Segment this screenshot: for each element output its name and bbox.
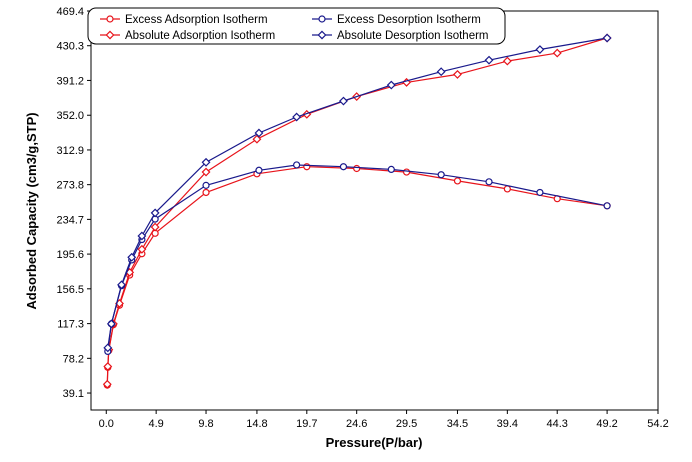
absolute-adsorption-isotherm-point: [552, 48, 562, 58]
x-tick-label: 0.0: [99, 418, 114, 430]
excess-desorption-isotherm-point: [485, 178, 493, 186]
legend-box: [87, 7, 506, 45]
absolute-adsorption-isotherm-point: [252, 134, 262, 144]
excess-desorption-isotherm-point: [293, 161, 301, 169]
excess-adsorption-isotherm-point: [503, 185, 511, 193]
absolute-desorption-isotherm-point: [103, 343, 113, 353]
y-tick-label: 156.5: [56, 284, 84, 296]
y-tick-label: 352.0: [56, 110, 84, 122]
absolute-adsorption-isotherm-point: [502, 56, 512, 66]
plot-area: [90, 10, 659, 411]
legend-excess-adsorption-isotherm-label: Excess Adsorption Isotherm: [125, 14, 268, 26]
y-tick-label: 430.3: [56, 41, 84, 53]
x-tick-label: 29.5: [396, 418, 417, 430]
excess-desorption-isotherm-point: [202, 181, 210, 189]
y-axis-title: Adsorbed Capacity (cm3/g,STP): [24, 112, 39, 309]
absolute-desorption-isotherm-point: [386, 80, 396, 90]
legend-absolute-desorption-isotherm-label: Absolute Desorption Isotherm: [337, 30, 489, 42]
excess-desorption-isotherm-point: [603, 202, 611, 210]
y-tick-label: 234.7: [56, 214, 84, 226]
excess-desorption-isotherm-point: [339, 163, 348, 171]
x-tick-label: 19.7: [296, 418, 317, 430]
absolute-desorption-isotherm-point: [484, 55, 494, 65]
absolute-desorption-isotherm-point: [535, 45, 545, 54]
absolute-desorption-isotherm-point: [127, 252, 137, 262]
y-tick-label: 312.9: [56, 145, 84, 157]
legend-absolute-adsorption-isotherm-label: Absolute Adsorption Isotherm: [125, 30, 275, 42]
x-tick-label: 44.3: [547, 418, 568, 430]
excess-adsorption-isotherm-point: [303, 163, 311, 171]
legend: Excess Adsorption Isotherm Absolute Adsor…: [87, 7, 506, 45]
excess-desorption-isotherm-point: [387, 165, 395, 173]
absolute-desorption-isotherm-point: [201, 157, 211, 167]
x-tick-label: 24.6: [346, 418, 367, 430]
absolute-desorption-isotherm-series: [103, 33, 612, 353]
x-tick-label: 49.2: [596, 418, 617, 430]
y-tick-label: 273.8: [56, 180, 84, 192]
absolute-desorption-isotherm-point: [254, 128, 264, 138]
absolute-desorption-isotherm-point: [292, 112, 302, 122]
excess-adsorption-isotherm-point: [353, 164, 361, 173]
x-axis-title: Pressure(P/bar): [326, 435, 423, 450]
absolute-desorption-isotherm-point: [150, 208, 160, 218]
legend-excess-desorption-isotherm-point: [318, 15, 326, 23]
y-tick-label: 39.1: [63, 388, 84, 400]
absolute-desorption-isotherm-point: [602, 33, 612, 43]
legend-absolute-desorption-isotherm-point: [317, 30, 327, 40]
absolute-adsorption-isotherm-point: [137, 244, 147, 254]
x-tick-label: 54.2: [647, 418, 668, 430]
absolute-desorption-isotherm-point: [117, 280, 126, 290]
x-tick-label: 14.8: [246, 418, 267, 430]
absolute-adsorption-isotherm-point: [453, 69, 462, 79]
x-tick-label: 39.4: [497, 418, 518, 430]
legend-absolute-adsorption-isotherm-point: [105, 30, 115, 40]
excess-adsorption-isotherm-point: [453, 177, 462, 185]
y-tick-label: 469.4: [56, 6, 84, 18]
absolute-desorption-isotherm-point: [106, 319, 116, 329]
y-tick-label: 78.2: [63, 353, 84, 365]
excess-adsorption-isotherm-point: [202, 188, 210, 197]
excess-desorption-isotherm-point: [536, 188, 544, 197]
excess-adsorption-isotherm-point: [402, 168, 411, 176]
y-tick-label: 391.2: [56, 75, 84, 87]
x-tick-label: 4.9: [149, 418, 164, 430]
absolute-desorption-isotherm-point: [436, 67, 446, 77]
absolute-adsorption-isotherm-point: [201, 167, 211, 177]
absolute-desorption-isotherm-point: [137, 231, 147, 241]
x-tick-label: 34.5: [447, 418, 468, 430]
absolute-desorption-isotherm-point: [339, 96, 348, 106]
x-tick-label: 9.8: [198, 418, 213, 430]
absolute-adsorption-isotherm-point: [150, 222, 160, 232]
legend-excess-desorption-isotherm-label: Excess Desorption Isotherm: [337, 14, 481, 26]
absolute-adsorption-isotherm-point: [102, 379, 112, 389]
y-tick-label: 117.3: [57, 319, 84, 331]
absolute-adsorption-isotherm-point: [103, 362, 113, 371]
y-tick-label: 195.6: [56, 249, 84, 261]
excess-desorption-isotherm-point: [437, 171, 445, 179]
legend-excess-adsorption-isotherm-point: [106, 15, 114, 23]
excess-desorption-isotherm-point: [255, 166, 263, 174]
